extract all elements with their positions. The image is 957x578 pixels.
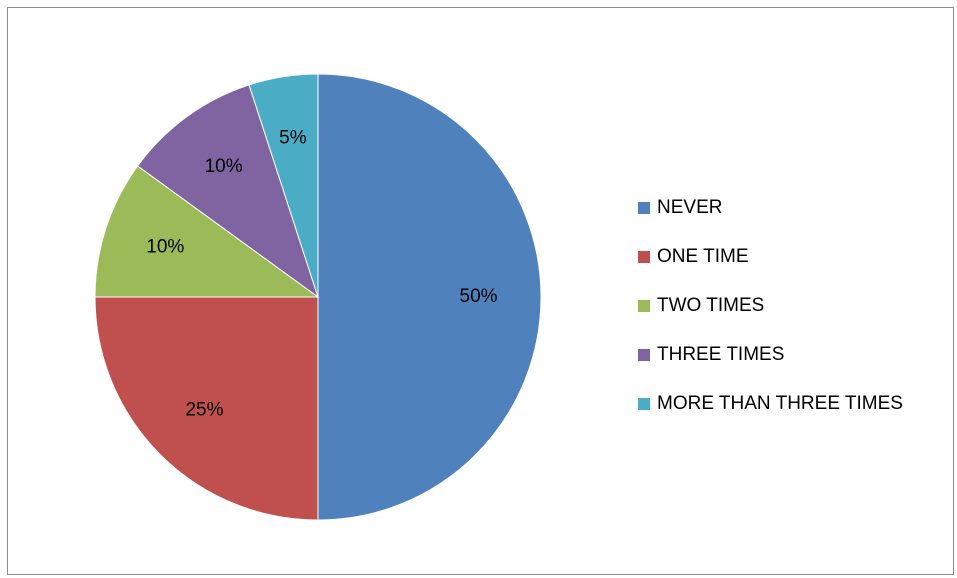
chart-area: 50% 25% 10% 10% 5% NEVER ONE TIME TWO TIMES … [7,7,954,575]
legend-swatch-more-than-three-times [638,398,650,410]
legend-label-more-than-three-times: MORE THAN THREE TIMES [657,393,903,414]
legend: NEVER ONE TIME TWO TIMES THREE TIMES MOR… [638,196,903,441]
legend-swatch-never [638,202,650,214]
pie-slice-three-times [136,84,319,299]
legend-label-three-times: THREE TIMES [657,344,785,365]
legend-label-one-time: ONE TIME [657,246,749,267]
legend-item-one-time: ONE TIME [638,245,903,269]
legend-swatch-one-time [638,251,650,263]
legend-swatch-two-times [638,300,650,312]
legend-label-two-times: TWO TIMES [657,295,765,316]
data-label-one-time: 25% [185,400,223,421]
legend-swatch-three-times [638,349,650,361]
pie-slice-one-time [94,296,319,521]
data-label-two-times: 10% [146,236,184,257]
data-label-three-times: 10% [205,156,243,177]
data-label-never: 50% [460,286,498,307]
pie-chart: 50% 25% 10% 10% 5% [94,73,542,521]
pie-slice-two-times [94,165,320,298]
data-label-more-than-three-times: 5% [279,127,307,148]
legend-item-three-times: THREE TIMES [638,343,903,367]
legend-label-never: NEVER [657,197,723,218]
pie-slice-never [317,73,542,521]
pie-slice-more-than-three-times [248,73,319,298]
legend-item-never: NEVER [638,196,903,220]
legend-item-two-times: TWO TIMES [638,294,903,318]
legend-item-more-than-three-times: MORE THAN THREE TIMES [638,392,903,416]
